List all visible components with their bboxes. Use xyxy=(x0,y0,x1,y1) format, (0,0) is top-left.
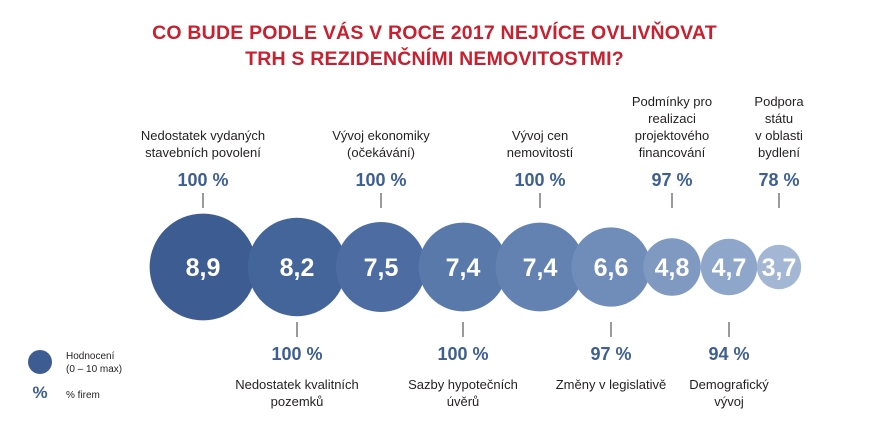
category-label-9-line2: státu xyxy=(765,111,793,126)
bubble-value-4: 7,4 xyxy=(446,254,481,282)
chart-title-line1: CO BUDE PODLE VÁS V ROCE 2017 NEJVÍCE OV… xyxy=(152,22,717,44)
pct-label-7: 97 % xyxy=(651,170,692,190)
legend-pct-label: % firem xyxy=(66,390,100,401)
bubble-value-8: 4,7 xyxy=(712,254,747,282)
bubble-value-9: 3,7 xyxy=(762,254,797,282)
category-label-2-line2: pozemků xyxy=(271,394,324,409)
category-label-7-line3: projektového xyxy=(635,128,709,143)
bubble-8 xyxy=(700,238,758,296)
legend-rating-marker xyxy=(28,350,52,374)
legend-rating-label-line1: Hodnocení xyxy=(66,351,115,362)
bubble-7 xyxy=(643,238,701,296)
category-label-5-line2: nemovitostí xyxy=(507,145,574,160)
bubble-3 xyxy=(336,222,426,312)
category-label-2-line1: Nedostatek kvalitních xyxy=(235,377,359,392)
category-label-9-line3: v oblasti xyxy=(755,128,803,143)
category-label-1-line2: stavebních povolení xyxy=(145,145,261,160)
pct-label-1: 100 % xyxy=(177,170,228,190)
category-label-9-line4: bydlení xyxy=(758,145,800,160)
bubble-2 xyxy=(247,217,347,317)
bubbles xyxy=(149,213,802,321)
category-label-7-line4: financování xyxy=(639,145,706,160)
annotations: 100 % Nedostatek vydaných stavebních povol… xyxy=(141,94,804,409)
legend: Hodnocení (0 – 10 max)% % firem xyxy=(28,350,122,402)
bubble-1 xyxy=(149,213,257,321)
pct-label-6: 97 % xyxy=(590,344,631,364)
bubble-value-2: 8,2 xyxy=(280,254,315,282)
category-label-4-line2: úvěrů xyxy=(447,394,480,409)
category-label-8-line1: Demografický xyxy=(689,377,769,392)
legend-rating-label-line2: (0 – 10 max) xyxy=(66,364,122,375)
category-label-5-line1: Vývoj cen xyxy=(512,128,568,143)
category-label-1-line1: Nedostatek vydaných xyxy=(141,128,265,143)
pct-label-4: 100 % xyxy=(437,344,488,364)
bubble-values: 8,9 8,2 7,5 7,4 7,4 6,6 4,8 4,7 3,7 xyxy=(186,254,797,282)
chart-title-line2: TRH S REZIDENČNÍMI NEMOVITOSTMI? xyxy=(245,48,624,70)
bubble-value-7: 4,8 xyxy=(655,254,690,282)
category-label-4-line1: Sazby hypotečních xyxy=(408,377,518,392)
bubble-9 xyxy=(756,244,802,290)
category-label-7-line2: realizaci xyxy=(648,111,696,126)
bubble-value-3: 7,5 xyxy=(364,254,399,282)
bubble-value-5: 7,4 xyxy=(523,254,558,282)
bubble-4 xyxy=(418,222,508,312)
category-label-9-line1: Podpora xyxy=(754,94,804,109)
category-label-6-line1: Změny v legislativě xyxy=(556,377,667,392)
pct-label-8: 94 % xyxy=(708,344,749,364)
pct-label-5: 100 % xyxy=(514,170,565,190)
bubble-5 xyxy=(495,222,585,312)
category-label-7-line1: Podmínky pro xyxy=(632,94,712,109)
chart-title: CO BUDE PODLE VÁS V ROCE 2017 NEJVÍCE OV… xyxy=(0,20,869,72)
bubble-6 xyxy=(571,227,651,307)
category-label-3-line2: (očekávání) xyxy=(347,145,415,160)
pct-label-9: 78 % xyxy=(758,170,799,190)
pct-label-2: 100 % xyxy=(271,344,322,364)
legend-pct-symbol: % xyxy=(32,383,47,402)
bubble-value-6: 6,6 xyxy=(594,254,629,282)
bubble-value-1: 8,9 xyxy=(186,254,221,282)
pct-label-3: 100 % xyxy=(355,170,406,190)
category-label-3-line1: Vývoj ekonomiky xyxy=(332,128,430,143)
category-label-8-line2: vývoj xyxy=(714,394,744,409)
